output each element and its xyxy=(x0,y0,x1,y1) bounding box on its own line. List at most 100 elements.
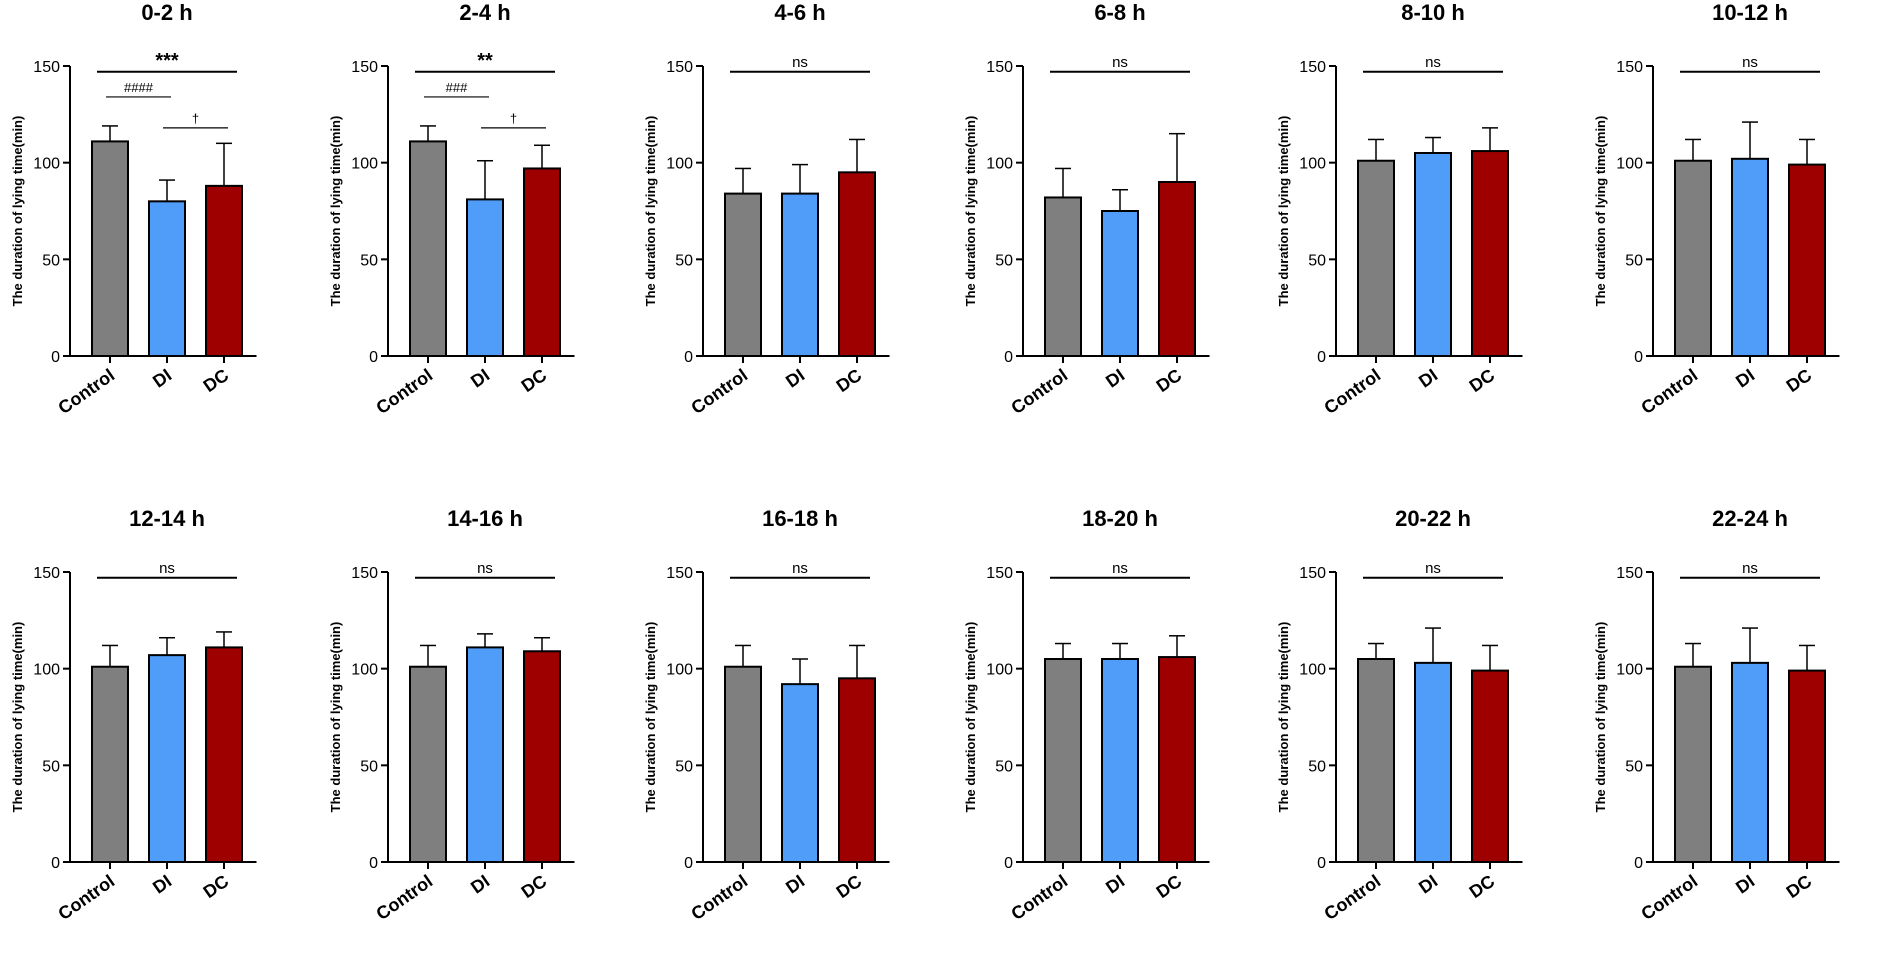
chart-title: 6-8 h xyxy=(1094,0,1145,25)
bar-dc xyxy=(523,650,561,863)
bar-control xyxy=(1357,658,1395,863)
y-axis-label: The duration of lying time(min) xyxy=(643,116,658,307)
y-tick-label: 50 xyxy=(675,252,693,269)
y-tick-label: 100 xyxy=(666,156,693,173)
y-tick-label: 0 xyxy=(51,855,60,872)
chart-panel-16-18h: 16-18 h The duration of lying time(min) 0 5… xyxy=(643,506,890,924)
chart-title: 16-18 h xyxy=(762,506,838,531)
y-axis-label: The duration of lying time(min) xyxy=(10,622,25,813)
bar-control xyxy=(91,665,129,863)
bar-control xyxy=(1357,159,1395,357)
significance-label: † xyxy=(510,111,517,126)
x-tick-label-control: Control xyxy=(687,871,751,924)
significance-label: ns xyxy=(1112,560,1128,577)
chart-title: 2-4 h xyxy=(459,0,510,25)
bar-di xyxy=(466,198,504,357)
x-tick-label-di: DI xyxy=(1102,365,1128,392)
x-tick-label-control: Control xyxy=(54,871,118,924)
y-tick-label: 0 xyxy=(1634,349,1643,366)
bar-control xyxy=(1044,196,1082,357)
significance-label: ### xyxy=(446,80,468,95)
y-tick-label: 150 xyxy=(33,565,60,582)
y-tick-label: 0 xyxy=(369,349,378,366)
bar-dc xyxy=(205,646,243,864)
y-tick-label: 0 xyxy=(1634,855,1643,872)
y-tick-label: 150 xyxy=(351,59,378,76)
y-tick-label: 50 xyxy=(360,758,378,775)
y-axis-label: The duration of lying time(min) xyxy=(1593,116,1608,307)
bar-dc xyxy=(523,167,561,357)
x-tick-label-di: DI xyxy=(1415,871,1441,898)
bar-control xyxy=(1674,665,1712,863)
x-tick-label-control: Control xyxy=(1637,365,1701,418)
y-tick-label: 150 xyxy=(33,59,60,76)
x-tick-label-di: DI xyxy=(149,365,175,392)
x-tick-label-dc: DC xyxy=(1783,365,1816,396)
y-tick-label: 100 xyxy=(33,156,60,173)
y-tick-label: 100 xyxy=(986,662,1013,679)
significance-label: *** xyxy=(155,50,179,72)
y-tick-label: 100 xyxy=(351,662,378,679)
y-axis-label: The duration of lying time(min) xyxy=(643,622,658,813)
bar-dc xyxy=(838,171,876,357)
chart-panel-4-6h: 4-6 h The duration of lying time(min) 0 50 1… xyxy=(643,0,890,418)
chart-title: 20-22 h xyxy=(1395,506,1471,531)
x-tick-label-dc: DC xyxy=(1466,365,1499,396)
bar-control xyxy=(1044,658,1082,863)
bar-di xyxy=(1731,661,1769,863)
x-tick-label-control: Control xyxy=(1007,871,1071,924)
y-tick-label: 100 xyxy=(986,156,1013,173)
chart-panel-2-4h: 2-4 h The duration of lying time(min) 0 50 1… xyxy=(328,0,575,418)
bar-control xyxy=(409,140,447,357)
bar-control xyxy=(724,665,762,863)
x-tick-label-dc: DC xyxy=(1466,871,1499,902)
x-tick-label-dc: DC xyxy=(200,871,233,902)
y-tick-label: 100 xyxy=(1616,662,1643,679)
chart-title: 18-20 h xyxy=(1082,506,1158,531)
x-tick-label-control: Control xyxy=(372,365,436,418)
bar-di xyxy=(781,683,819,864)
x-tick-label-dc: DC xyxy=(518,871,551,902)
significance-label: ns xyxy=(792,54,808,71)
chart-panel-6-8h: 6-8 h The duration of lying time(min) 0 50 1… xyxy=(963,0,1210,418)
chart-title: 10-12 h xyxy=(1712,0,1788,25)
x-tick-label-dc: DC xyxy=(200,365,233,396)
x-tick-label-di: DI xyxy=(1732,871,1758,898)
chart-panel-12-14h: 12-14 h The duration of lying time(min) 0 5… xyxy=(10,506,257,924)
x-tick-label-di: DI xyxy=(782,871,808,898)
y-axis-label: The duration of lying time(min) xyxy=(10,116,25,307)
y-tick-label: 150 xyxy=(1299,59,1326,76)
x-tick-label-dc: DC xyxy=(1783,871,1816,902)
y-tick-label: 0 xyxy=(1317,349,1326,366)
bar-di xyxy=(1101,210,1139,357)
y-tick-label: 0 xyxy=(369,855,378,872)
bar-dc xyxy=(1788,163,1826,357)
y-tick-label: 50 xyxy=(1308,758,1326,775)
bar-dc xyxy=(838,677,876,863)
bar-dc xyxy=(1471,669,1509,863)
chart-title: 8-10 h xyxy=(1401,0,1465,25)
x-tick-label-control: Control xyxy=(1320,365,1384,418)
y-tick-label: 50 xyxy=(42,252,60,269)
chart-title: 14-16 h xyxy=(447,506,523,531)
y-axis-label: The duration of lying time(min) xyxy=(328,116,343,307)
y-tick-label: 100 xyxy=(1299,662,1326,679)
y-tick-label: 50 xyxy=(675,758,693,775)
significance-label: ns xyxy=(1742,560,1758,577)
y-tick-label: 50 xyxy=(995,252,1013,269)
significance-label: ns xyxy=(1425,54,1441,71)
significance-label: ns xyxy=(1425,560,1441,577)
y-axis-label: The duration of lying time(min) xyxy=(963,116,978,307)
chart-panel-18-20h: 18-20 h The duration of lying time(min) 0 5… xyxy=(963,506,1210,924)
chart-panel-10-12h: 10-12 h The duration of lying time(min) 0 5… xyxy=(1593,0,1840,418)
y-axis-label: The duration of lying time(min) xyxy=(1276,116,1291,307)
bar-dc xyxy=(1471,150,1509,357)
x-tick-label-dc: DC xyxy=(518,365,551,396)
chart-title: 12-14 h xyxy=(129,506,205,531)
chart-panel-14-16h: 14-16 h The duration of lying time(min) 0 5… xyxy=(328,506,575,924)
y-tick-label: 0 xyxy=(1004,349,1013,366)
chart-title: 22-24 h xyxy=(1712,506,1788,531)
bar-control xyxy=(91,140,129,357)
chart-title: 4-6 h xyxy=(774,0,825,25)
y-tick-label: 50 xyxy=(1625,758,1643,775)
